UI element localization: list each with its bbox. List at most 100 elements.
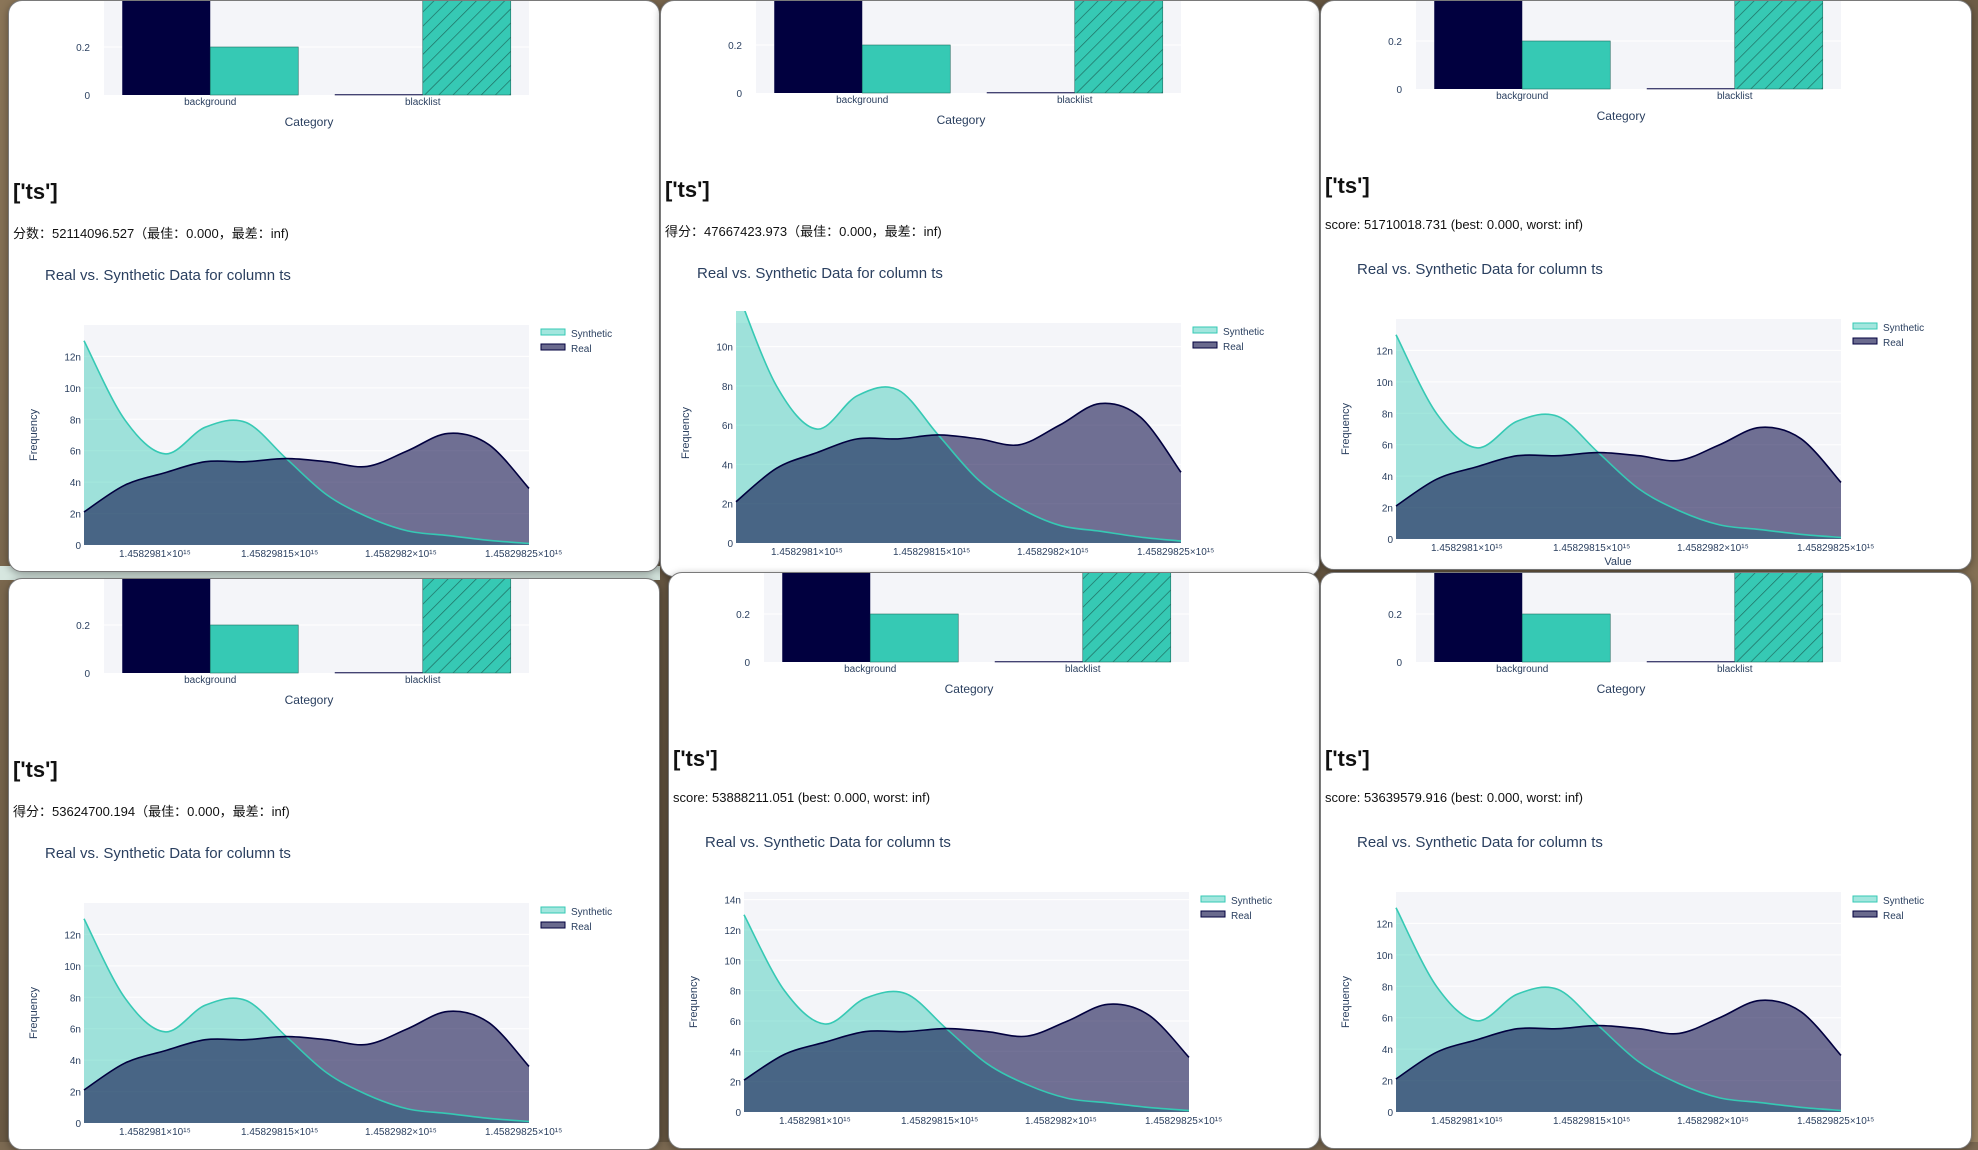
bar-y-tick-label: 0.2 — [76, 43, 90, 54]
density-area-chart: 0 2n 4n 6n 8n 10n 12n 1.4582981×10¹⁵ 1.45829815×… — [1340, 319, 1924, 568]
bar-synthetic-background — [861, 44, 951, 94]
density-y-tick-label: 0 — [735, 1108, 741, 1119]
density-y-tick-label: 6n — [70, 1025, 81, 1036]
bar-category-label: blacklist — [405, 97, 441, 108]
real-density-area — [744, 1004, 1189, 1112]
density-y-axis-label: Frequency — [28, 409, 40, 461]
legend-real-label: Real — [1223, 342, 1244, 353]
category-bar-chart: background blacklist 0 0.2 Category — [76, 1, 529, 129]
density-y-tick-label: 6n — [722, 421, 733, 432]
density-x-tick-label: 1.45829825×10¹⁵ — [1137, 547, 1214, 558]
bar-x-axis-label: Category — [285, 115, 334, 129]
density-y-tick-label: 2n — [70, 1088, 81, 1099]
report-panel: background blacklist 0 0.2 Category ['ts'] sco… — [1320, 0, 1972, 570]
report-panel: background blacklist 0 0.2 Category ['ts'] 得分：… — [660, 0, 1320, 577]
synthetic-density-line — [1395, 907, 1842, 1112]
bar-synthetic-blacklist — [1074, 1, 1164, 94]
legend-synthetic-swatch — [1192, 326, 1218, 334]
real-density-area — [1396, 427, 1841, 539]
bar-category-label: background — [1496, 91, 1548, 102]
bar-y-tick-label: 0 — [84, 91, 90, 102]
real-density-line — [83, 432, 530, 513]
legend-real-swatch — [1200, 910, 1226, 918]
density-y-tick-label: 12n — [1376, 346, 1393, 357]
category-bar-chart: background blacklist 0 0.2 Category — [1388, 573, 1841, 696]
bar-synthetic-background — [869, 613, 959, 663]
synthetic-density-line — [743, 914, 1190, 1112]
bar-real-background — [774, 1, 863, 94]
category-bar-chart: background blacklist 0 0.2 Category — [1388, 1, 1841, 123]
legend-real-label: Real — [1883, 338, 1904, 349]
density-y-tick-label: 0 — [75, 1119, 81, 1130]
density-x-tick-label: 1.45829825×10¹⁵ — [1145, 1116, 1222, 1127]
score-text: 得分：53624700.194（最佳：0.000，最差：inf) — [13, 804, 290, 819]
density-x-tick-label: 1.45829815×10¹⁵ — [1553, 1116, 1630, 1127]
density-y-tick-label: 12n — [724, 926, 741, 937]
category-bar-chart: background blacklist 0 0.2 Category — [76, 579, 529, 707]
real-density-area — [1396, 1000, 1841, 1112]
density-y-tick-label: 8n — [1382, 409, 1393, 420]
density-y-axis-label: Frequency — [1340, 403, 1352, 455]
density-y-axis-label: Frequency — [1340, 976, 1352, 1028]
density-y-tick-label: 8n — [722, 382, 733, 393]
bar-y-tick-label: 0.2 — [736, 610, 750, 621]
real-density-line — [1395, 999, 1842, 1080]
legend-real-swatch — [540, 343, 566, 351]
density-legend: Synthetic Real — [1852, 895, 1924, 922]
density-area-chart: 0 2n 4n 6n 8n 10n 12n 1.4582981×10¹⁵ 1.45829815×… — [28, 325, 612, 560]
legend-synthetic-label: Synthetic — [1883, 896, 1924, 907]
density-x-tick-label: 1.4582982×10¹⁵ — [1017, 547, 1089, 558]
real-density-line — [735, 402, 1182, 503]
density-x-tick-label: 1.4582982×10¹⁵ — [1677, 1116, 1749, 1127]
density-y-tick-label: 0 — [1387, 1108, 1393, 1119]
score-text: score: 51710018.731 (best: 0.000, worst:… — [1325, 217, 1583, 232]
bar-category-label: blacklist — [1065, 664, 1101, 675]
density-x-tick-label: 1.4582982×10¹⁵ — [1677, 543, 1749, 554]
density-y-tick-label: 8n — [730, 987, 741, 998]
chart-title: Real vs. Synthetic Data for column ts — [1357, 261, 1603, 278]
density-y-tick-label: 4n — [1382, 472, 1393, 483]
density-x-tick-label: 1.4582982×10¹⁵ — [365, 549, 437, 560]
legend-real-label: Real — [1883, 911, 1904, 922]
bar-synthetic-background — [1521, 40, 1611, 90]
density-y-tick-label: 10n — [1376, 378, 1393, 389]
density-x-tick-label: 1.4582981×10¹⁵ — [1431, 543, 1503, 554]
bar-real-background — [1434, 1, 1523, 90]
density-y-tick-label: 12n — [64, 930, 81, 941]
bar-x-axis-label: Category — [937, 113, 986, 127]
bar-real-blacklist — [994, 661, 1083, 663]
bar-real-background — [1434, 573, 1523, 662]
density-x-tick-label: 1.4582981×10¹⁵ — [119, 1127, 191, 1138]
bar-category-label: blacklist — [405, 675, 441, 686]
bar-x-axis-label: Category — [1597, 109, 1646, 123]
density-y-tick-label: 8n — [70, 993, 81, 1004]
density-y-tick-label: 6n — [1382, 1014, 1393, 1025]
density-area-chart: 0 2n 4n 6n 8n 10n 12n 14n 1.4582981×10¹⁵ 1.458298… — [688, 892, 1272, 1127]
density-x-tick-label: 1.45829825×10¹⁵ — [1797, 1116, 1874, 1127]
bar-category-label: background — [1496, 664, 1548, 675]
density-y-tick-label: 4n — [722, 460, 733, 471]
bar-x-axis-label: Category — [945, 682, 994, 696]
bar-real-blacklist — [1646, 88, 1735, 90]
report-panel: background blacklist 0 0.2 Category ['ts'] 得分：… — [8, 578, 660, 1150]
density-y-tick-label: 0 — [727, 539, 733, 550]
bar-category-label: blacklist — [1057, 95, 1093, 106]
bar-real-background — [782, 573, 871, 662]
density-y-tick-label: 2n — [722, 500, 733, 511]
legend-real-swatch — [1192, 341, 1218, 349]
bar-category-label: background — [836, 95, 888, 106]
bar-real-blacklist — [1646, 661, 1735, 663]
density-y-tick-label: 10n — [64, 962, 81, 973]
density-x-tick-label: 1.45829815×10¹⁵ — [241, 1127, 318, 1138]
density-y-tick-label: 10n — [716, 343, 733, 354]
synthetic-density-line — [83, 918, 530, 1123]
density-y-axis-label: Frequency — [688, 976, 700, 1028]
column-name-heading: ['ts'] — [13, 179, 58, 204]
density-y-tick-label: 4n — [70, 1056, 81, 1067]
bar-real-blacklist — [986, 92, 1075, 94]
bar-category-label: background — [184, 675, 236, 686]
density-x-tick-label: 1.45829825×10¹⁵ — [1797, 543, 1874, 554]
density-y-tick-label: 10n — [64, 384, 81, 395]
density-x-tick-label: 1.4582982×10¹⁵ — [1025, 1116, 1097, 1127]
legend-synthetic-label: Synthetic — [1231, 896, 1272, 907]
